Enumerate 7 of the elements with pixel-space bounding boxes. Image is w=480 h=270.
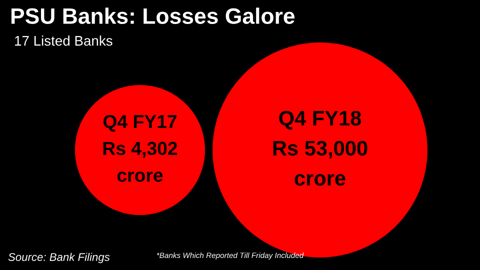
category-label: Q4 FY17 xyxy=(103,114,176,132)
text: PSU Banks: Losses Galore xyxy=(11,8,295,24)
category-label: Q4 FY18 xyxy=(279,110,362,130)
source-note: Source: Bank Filings xyxy=(8,252,110,264)
data-label: Rs 4,302 crore xyxy=(103,142,178,182)
text: 17 Listed Banks xyxy=(15,36,112,46)
data-label: Rs 53,000 crore xyxy=(273,140,368,186)
